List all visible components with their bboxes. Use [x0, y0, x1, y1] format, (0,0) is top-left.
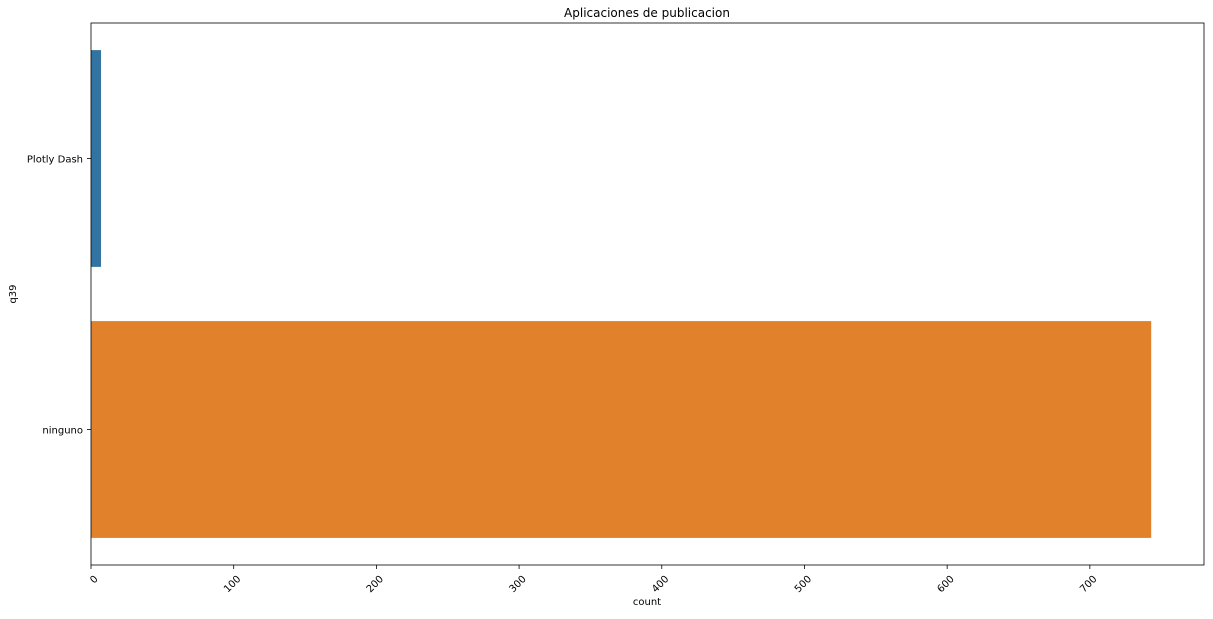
y-axis-label: q39 [8, 284, 19, 303]
x-tick-label: 100 [222, 574, 243, 595]
chart-title: Aplicaciones de publicacion [564, 6, 730, 20]
x-tick-label: 600 [936, 574, 957, 595]
bars-layer [91, 50, 1152, 538]
x-tick-label: 500 [793, 574, 814, 595]
x-axis-label: count [633, 597, 661, 608]
bar [91, 50, 101, 267]
x-tick-label: 700 [1078, 574, 1099, 595]
x-ticks-layer: 0 100 200 300 400 500 600 700 [88, 565, 1099, 595]
y-tick-label: ninguno [42, 426, 83, 437]
x-tick-label: 0 [88, 574, 100, 586]
x-tick-label: 400 [650, 574, 671, 595]
bar [91, 321, 1152, 538]
y-ticks-layer: Plotly Dash ninguno [27, 155, 91, 437]
plot-frame [90, 22, 1205, 566]
x-tick-label: 300 [507, 574, 528, 595]
x-tick-label: 200 [365, 574, 386, 595]
y-tick-label: Plotly Dash [27, 155, 83, 166]
